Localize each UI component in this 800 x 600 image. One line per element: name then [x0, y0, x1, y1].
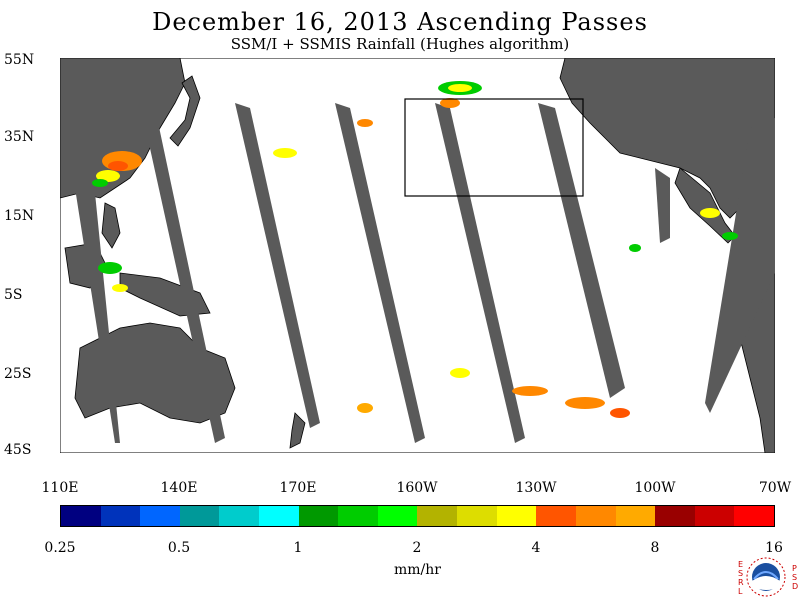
colorbar-cell	[61, 506, 101, 526]
colorbar-cell	[417, 506, 458, 526]
colorbar-label-0-5: 0.5	[167, 540, 191, 556]
rain-patches	[92, 81, 738, 418]
lon-label-70w: 70W	[758, 480, 792, 496]
colorbar-cell	[338, 506, 378, 526]
colorbar-cell	[377, 506, 418, 526]
lat-label-45s: 45S	[4, 442, 32, 458]
map-title: December 16, 2013 Ascending Passes	[152, 8, 648, 36]
colorbar-label-1: 1	[293, 540, 303, 556]
lon-label-110e: 110E	[41, 480, 79, 496]
colorbar-cell	[536, 506, 576, 526]
lon-label-160w: 160W	[396, 480, 438, 496]
lon-label-100w: 100W	[634, 480, 676, 496]
lat-label-25s: 25S	[4, 366, 32, 382]
lat-label-35n: 35N	[4, 129, 35, 145]
lat-label-55n: 55N	[4, 52, 35, 68]
colorbar-cell	[219, 506, 260, 526]
colorbar	[60, 505, 775, 527]
map-subtitle: SSM/I + SSMIS Rainfall (Hughes algorithm…	[230, 35, 570, 53]
psd-text: PSD	[792, 564, 799, 591]
colorbar-cell	[575, 506, 616, 526]
colorbar-cell	[496, 506, 537, 526]
colorbar-cell	[734, 506, 774, 526]
colorbar-cell	[655, 506, 695, 526]
colorbar-label-0-25: 0.25	[44, 540, 76, 556]
esrl-text: ESRL	[738, 560, 744, 596]
swath-gaps	[75, 103, 775, 443]
land-new-zealand	[289, 412, 306, 449]
colorbar-label-16: 16	[765, 540, 783, 556]
colorbar-label-8: 8	[650, 540, 660, 556]
colorbar-label-4: 4	[531, 540, 541, 556]
noaa-logo	[746, 557, 786, 597]
colorbar-cell	[615, 506, 656, 526]
lon-label-140e: 140E	[160, 480, 198, 496]
colorbar-label-2: 2	[412, 540, 422, 556]
land-philippines	[101, 202, 121, 249]
colorbar-cell	[179, 506, 220, 526]
colorbar-cell	[100, 506, 141, 526]
units-label: mm/hr	[394, 562, 441, 578]
colorbar-cell	[298, 506, 339, 526]
lat-label-15n: 15N	[4, 208, 35, 224]
rainfall-map	[60, 58, 775, 453]
lon-label-130w: 130W	[515, 480, 557, 496]
colorbar-cell	[694, 506, 735, 526]
lat-label-5s: 5S	[4, 287, 23, 303]
land-central-america	[674, 167, 736, 244]
subset-box	[404, 98, 584, 197]
colorbar-cell	[457, 506, 497, 526]
colorbar-cell	[140, 506, 180, 526]
colorbar-cell	[259, 506, 299, 526]
land-japan	[169, 75, 201, 147]
lon-label-170e: 170E	[279, 480, 317, 496]
